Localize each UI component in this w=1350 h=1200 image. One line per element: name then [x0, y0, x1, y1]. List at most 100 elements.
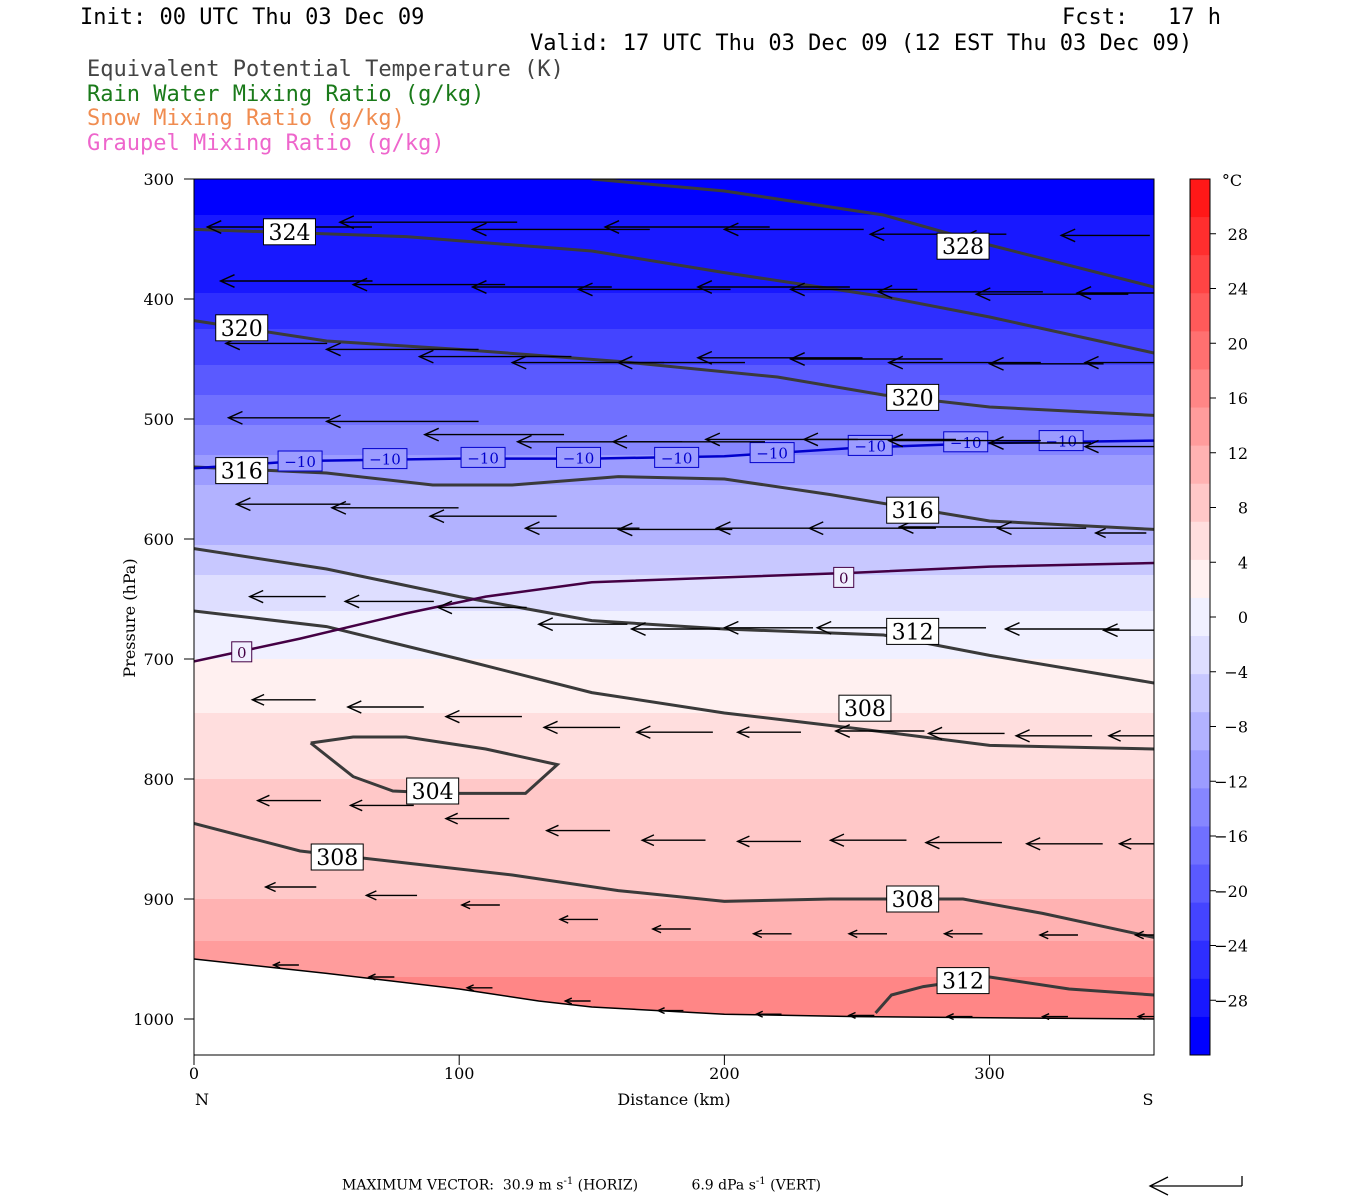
wind-vector [722, 620, 814, 635]
isotherm-label: −10 [661, 449, 693, 467]
isotherm-label-box [943, 431, 989, 453]
plot-frame [193, 178, 1155, 1056]
colorbar-tick-label: 12 [1228, 444, 1248, 463]
wind-vector [924, 835, 1002, 850]
wind-vector [351, 277, 506, 292]
wind-vector [987, 436, 1091, 450]
x-tick-label: 300 [974, 1064, 1005, 1083]
x-tick-label: 200 [709, 1064, 740, 1083]
temperature-band [194, 251, 1154, 294]
theta-e-label-box [886, 617, 940, 645]
max-vector-note: MAXIMUM VECTOR: 30.9 m s-1 (HORIZ) 6.9 d… [342, 1176, 821, 1194]
x-tick-label: 0 [189, 1064, 199, 1083]
wind-vector [987, 356, 1104, 371]
wind-vector [542, 720, 621, 735]
y-axis-label: Pressure (hPa) [120, 558, 139, 677]
colorbar-tick-label: 20 [1228, 334, 1248, 353]
vert-value: 6.9 dPa s [691, 1177, 756, 1194]
theta-e-label-box [886, 496, 940, 524]
wind-vector [696, 280, 850, 294]
isotherm-label: −10 [563, 449, 595, 467]
wind-vector [656, 1007, 684, 1015]
colorbar-tick-label: 8 [1238, 499, 1248, 518]
contour-labels: 324 328 320 320 316 316 312 308 304 308 308 312 [215, 218, 990, 995]
wind-vector [436, 600, 527, 615]
isotherm-label: −10 [1045, 433, 1077, 451]
legend-snow: Snow Mixing Ratio (g/kg) [87, 106, 405, 131]
wind-vector [847, 1011, 875, 1019]
wind-vector [470, 222, 650, 237]
colorbar-tick-label: −20 [1214, 882, 1248, 901]
theta-e-label-box [936, 967, 990, 995]
wind-vector [754, 1010, 782, 1018]
colorbar-tick-label: −24 [1214, 937, 1248, 956]
valid-time: Valid: 17 UTC Thu 03 Dec 09 (12 EST Thu … [530, 31, 1193, 56]
theta-e-label: 308 [892, 888, 934, 913]
isotherm-label-box [231, 641, 253, 663]
x-axis: 0 100 200 300 [189, 1055, 1005, 1083]
colorbar-segment [1190, 864, 1210, 904]
colorbar: 28 24 20 16 12 8 4 0 −4 −8 −12 −16 −20 −24 −28 [1189, 178, 1248, 1056]
wind-vector [364, 890, 418, 901]
colorbar-segment [1190, 940, 1210, 980]
wind-vector [1075, 286, 1154, 300]
theta-e-label-box [886, 885, 940, 913]
temperature-band [194, 485, 1154, 516]
wind-vector [834, 724, 925, 738]
wind-vector [1003, 622, 1120, 636]
wind-vector [974, 287, 1129, 302]
legend-rain-water: Rain Water Mixing Ratio (g/kg) [87, 82, 485, 107]
theta-e-label-box [262, 218, 316, 246]
legend-graupel: Graupel Mixing Ratio (g/kg) [87, 131, 445, 156]
temperature-band [194, 941, 1154, 978]
forecast-hour: Fcst: 17 h [1062, 5, 1221, 30]
temperature-band [194, 899, 1154, 942]
wind-vector [802, 432, 956, 447]
isotherm-label-box [362, 448, 408, 470]
wind-vector [1038, 930, 1078, 940]
wind-vector [945, 1013, 973, 1021]
temperature-band [194, 779, 1154, 852]
legend-theta-e: Equivalent Potential Temperature (K) [87, 57, 564, 82]
wind-vector [1133, 930, 1154, 940]
wind-vector [470, 280, 612, 294]
temperature-band [194, 365, 1154, 396]
isotherm-label: −10 [854, 437, 886, 455]
theta-e-label: 316 [221, 460, 263, 485]
theta-e-label: 312 [892, 620, 934, 645]
colorbar-segment [1190, 483, 1210, 523]
wind-vector [926, 726, 1005, 741]
temperature-band [194, 179, 1154, 216]
theta-e-contour-328 [591, 179, 1154, 289]
wind-vector [788, 352, 943, 366]
temperature-band [194, 515, 1154, 546]
isotherm-label: 0 [237, 644, 247, 662]
wind-vector [1014, 729, 1093, 743]
colorbar-unit: °C [1222, 171, 1242, 190]
theta-e-contour-324 [194, 227, 1154, 355]
wind-vector [428, 509, 557, 524]
theta-e-label-box [215, 314, 269, 342]
isotherm-label-box [749, 442, 795, 464]
wind-vector [995, 521, 1087, 536]
temperature-band [194, 293, 1154, 330]
theta-e-label-box [936, 232, 990, 260]
y-tick-label: 900 [143, 890, 174, 909]
isotherm-label-box [460, 446, 506, 468]
colorbar-segment [1190, 179, 1210, 218]
colorbar-segment [1190, 902, 1210, 942]
wind-vector [640, 834, 706, 847]
wind-vector [807, 521, 936, 536]
wind-vector [1083, 439, 1154, 454]
wind-vector [1083, 355, 1154, 370]
wind-vector [343, 594, 434, 609]
wind-vector [611, 434, 766, 449]
wind-vector [887, 433, 1041, 448]
temperature-band [194, 545, 1154, 576]
wind-vector [338, 215, 518, 230]
wind-vectors [205, 215, 1154, 1021]
colorbar-segment [1190, 1016, 1210, 1056]
colorbar-segment [1190, 559, 1210, 599]
colorbar-segment [1190, 674, 1210, 713]
